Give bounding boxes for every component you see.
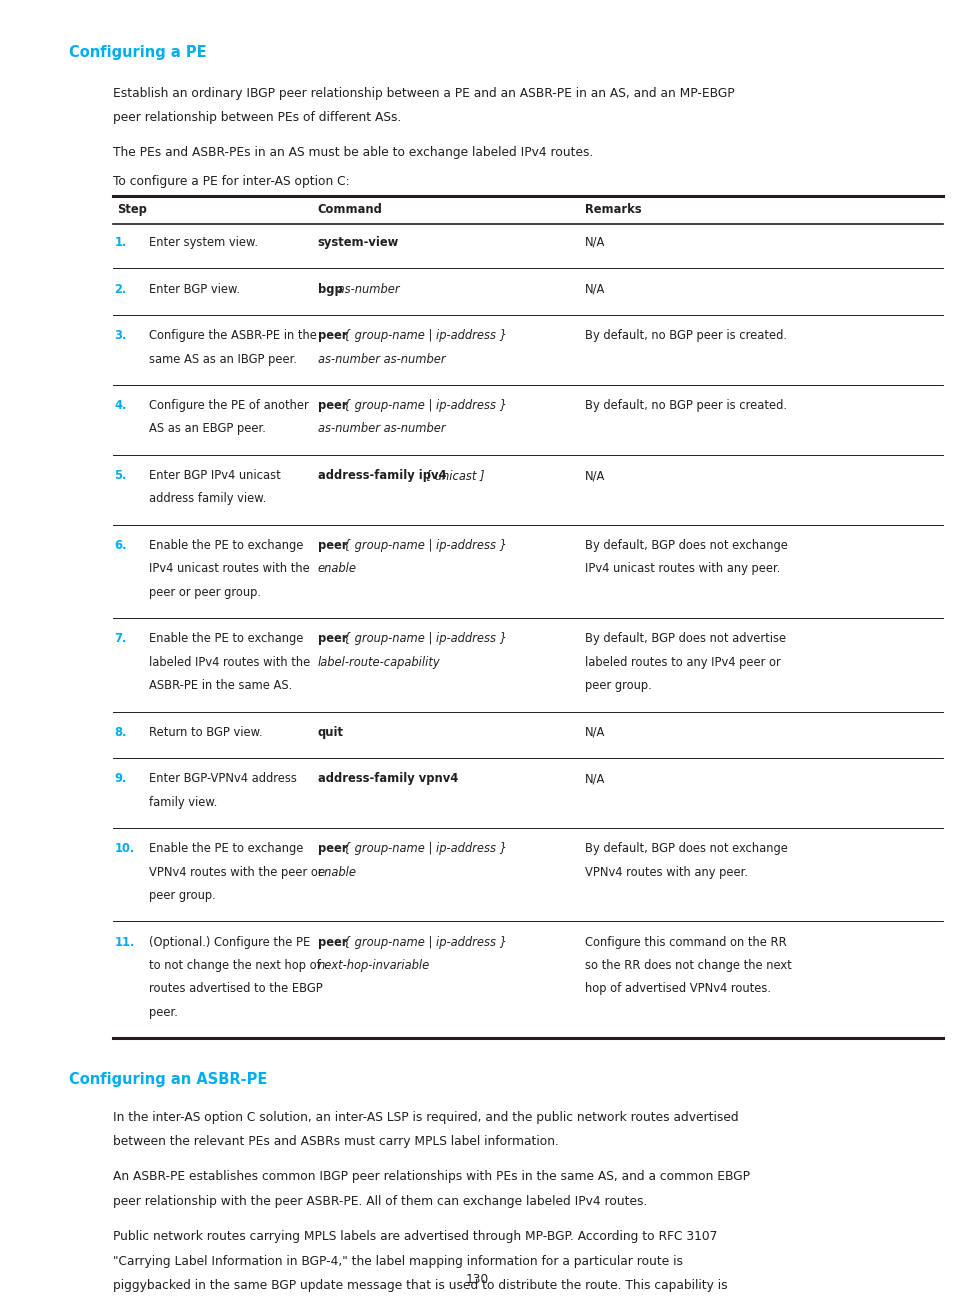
Text: 11.: 11. (114, 936, 134, 949)
Text: labeled routes to any IPv4 peer or: labeled routes to any IPv4 peer or (584, 656, 780, 669)
Text: An ASBR-PE establishes common IBGP peer relationships with PEs in the same AS, a: An ASBR-PE establishes common IBGP peer … (112, 1170, 749, 1183)
Text: enable: enable (317, 562, 356, 575)
Text: { group-name | ip-address }: { group-name | ip-address } (339, 632, 506, 645)
Text: between the relevant PEs and ASBRs must carry MPLS label information.: between the relevant PEs and ASBRs must … (112, 1135, 558, 1148)
Text: 9.: 9. (114, 772, 127, 785)
Text: Remarks: Remarks (584, 203, 640, 216)
Text: peer: peer (317, 329, 347, 342)
Text: AS as an EBGP peer.: AS as an EBGP peer. (149, 422, 266, 435)
Text: hop of advertised VPNv4 routes.: hop of advertised VPNv4 routes. (584, 982, 770, 995)
Text: To configure a PE for inter-AS option C:: To configure a PE for inter-AS option C: (112, 175, 349, 188)
Text: peer relationship between PEs of different ASs.: peer relationship between PEs of differe… (112, 111, 400, 124)
Text: By default, BGP does not exchange: By default, BGP does not exchange (584, 539, 787, 552)
Text: Configure the PE of another: Configure the PE of another (149, 399, 308, 412)
Text: bgp: bgp (317, 283, 342, 295)
Text: peer: peer (317, 399, 347, 412)
Text: 1.: 1. (114, 236, 127, 249)
Text: Enter BGP view.: Enter BGP view. (149, 283, 239, 295)
Text: peer: peer (317, 632, 347, 645)
Text: VPNv4 routes with the peer or: VPNv4 routes with the peer or (149, 866, 322, 879)
Text: By default, no BGP peer is created.: By default, no BGP peer is created. (584, 399, 786, 412)
Text: Enter BGP IPv4 unicast: Enter BGP IPv4 unicast (149, 469, 280, 482)
Text: Enable the PE to exchange: Enable the PE to exchange (149, 539, 303, 552)
Text: peer or peer group.: peer or peer group. (149, 586, 260, 599)
Text: Enable the PE to exchange: Enable the PE to exchange (149, 842, 303, 855)
Text: as-number: as-number (334, 283, 399, 295)
Text: quit: quit (317, 726, 343, 739)
Text: 5.: 5. (114, 469, 127, 482)
Text: family view.: family view. (149, 796, 217, 809)
Text: Configuring a PE: Configuring a PE (69, 45, 206, 61)
Text: In the inter-AS option C solution, an inter-AS LSP is required, and the public n: In the inter-AS option C solution, an in… (112, 1111, 738, 1124)
Text: system-view: system-view (317, 236, 398, 249)
Text: address family view.: address family view. (149, 492, 266, 505)
Text: By default, no BGP peer is created.: By default, no BGP peer is created. (584, 329, 786, 342)
Text: 3.: 3. (114, 329, 127, 342)
Text: label-route-capability: label-route-capability (317, 656, 440, 669)
Text: [ unicast ]: [ unicast ] (422, 469, 484, 482)
Text: 2.: 2. (114, 283, 127, 295)
Text: (Optional.) Configure the PE: (Optional.) Configure the PE (149, 936, 310, 949)
Text: "Carrying Label Information in BGP-4," the label mapping information for a parti: "Carrying Label Information in BGP-4," t… (112, 1255, 681, 1267)
Text: By default, BGP does not exchange: By default, BGP does not exchange (584, 842, 787, 855)
Text: labeled IPv4 routes with the: labeled IPv4 routes with the (149, 656, 310, 669)
Text: 4.: 4. (114, 399, 127, 412)
Text: { group-name | ip-address }: { group-name | ip-address } (339, 399, 506, 412)
Text: Step: Step (117, 203, 147, 216)
Text: Configuring an ASBR-PE: Configuring an ASBR-PE (69, 1072, 267, 1087)
Text: as-number as-number: as-number as-number (317, 422, 445, 435)
Text: The PEs and ASBR-PEs in an AS must be able to exchange labeled IPv4 routes.: The PEs and ASBR-PEs in an AS must be ab… (112, 146, 593, 159)
Text: peer group.: peer group. (149, 889, 215, 902)
Text: Configure the ASBR-PE in the: Configure the ASBR-PE in the (149, 329, 316, 342)
Text: to not change the next hop of: to not change the next hop of (149, 959, 320, 972)
Text: same AS as an IBGP peer.: same AS as an IBGP peer. (149, 353, 296, 365)
Text: peer: peer (317, 936, 347, 949)
Text: 8.: 8. (114, 726, 127, 739)
Text: address-family ipv4: address-family ipv4 (317, 469, 446, 482)
Text: piggybacked in the same BGP update message that is used to distribute the route.: piggybacked in the same BGP update messa… (112, 1279, 726, 1292)
Text: so the RR does not change the next: so the RR does not change the next (584, 959, 791, 972)
Text: routes advertised to the EBGP: routes advertised to the EBGP (149, 982, 322, 995)
Text: peer: peer (317, 842, 347, 855)
Text: { group-name | ip-address }: { group-name | ip-address } (339, 842, 506, 855)
Text: 6.: 6. (114, 539, 127, 552)
Text: By default, BGP does not advertise: By default, BGP does not advertise (584, 632, 785, 645)
Text: IPv4 unicast routes with the: IPv4 unicast routes with the (149, 562, 310, 575)
Text: N/A: N/A (584, 236, 604, 249)
Text: VPNv4 routes with any peer.: VPNv4 routes with any peer. (584, 866, 747, 879)
Text: N/A: N/A (584, 772, 604, 785)
Text: Enter system view.: Enter system view. (149, 236, 257, 249)
Text: enable: enable (317, 866, 356, 879)
Text: peer: peer (317, 539, 347, 552)
Text: Configure this command on the RR: Configure this command on the RR (584, 936, 785, 949)
Text: peer group.: peer group. (584, 679, 651, 692)
Text: N/A: N/A (584, 283, 604, 295)
Text: peer.: peer. (149, 1006, 177, 1019)
Text: as-number as-number: as-number as-number (317, 353, 445, 365)
Text: N/A: N/A (584, 469, 604, 482)
Text: IPv4 unicast routes with any peer.: IPv4 unicast routes with any peer. (584, 562, 780, 575)
Text: ASBR-PE in the same AS.: ASBR-PE in the same AS. (149, 679, 292, 692)
Text: Enable the PE to exchange: Enable the PE to exchange (149, 632, 303, 645)
Text: { group-name | ip-address }: { group-name | ip-address } (339, 329, 506, 342)
Text: Enter BGP-VPNv4 address: Enter BGP-VPNv4 address (149, 772, 296, 785)
Text: peer relationship with the peer ASBR-PE. All of them can exchange labeled IPv4 r: peer relationship with the peer ASBR-PE.… (112, 1195, 646, 1208)
Text: { group-name | ip-address }: { group-name | ip-address } (339, 936, 506, 949)
Text: Establish an ordinary IBGP peer relationship between a PE and an ASBR-PE in an A: Establish an ordinary IBGP peer relation… (112, 87, 734, 100)
Text: Return to BGP view.: Return to BGP view. (149, 726, 262, 739)
Text: address-family vpnv4: address-family vpnv4 (317, 772, 457, 785)
Text: { group-name | ip-address }: { group-name | ip-address } (339, 539, 506, 552)
Text: 130: 130 (465, 1273, 488, 1286)
Text: Command: Command (317, 203, 382, 216)
Text: 7.: 7. (114, 632, 127, 645)
Text: N/A: N/A (584, 726, 604, 739)
Text: next-hop-invariable: next-hop-invariable (317, 959, 430, 972)
Text: Public network routes carrying MPLS labels are advertised through MP-BGP. Accord: Public network routes carrying MPLS labe… (112, 1230, 717, 1243)
Text: 10.: 10. (114, 842, 134, 855)
